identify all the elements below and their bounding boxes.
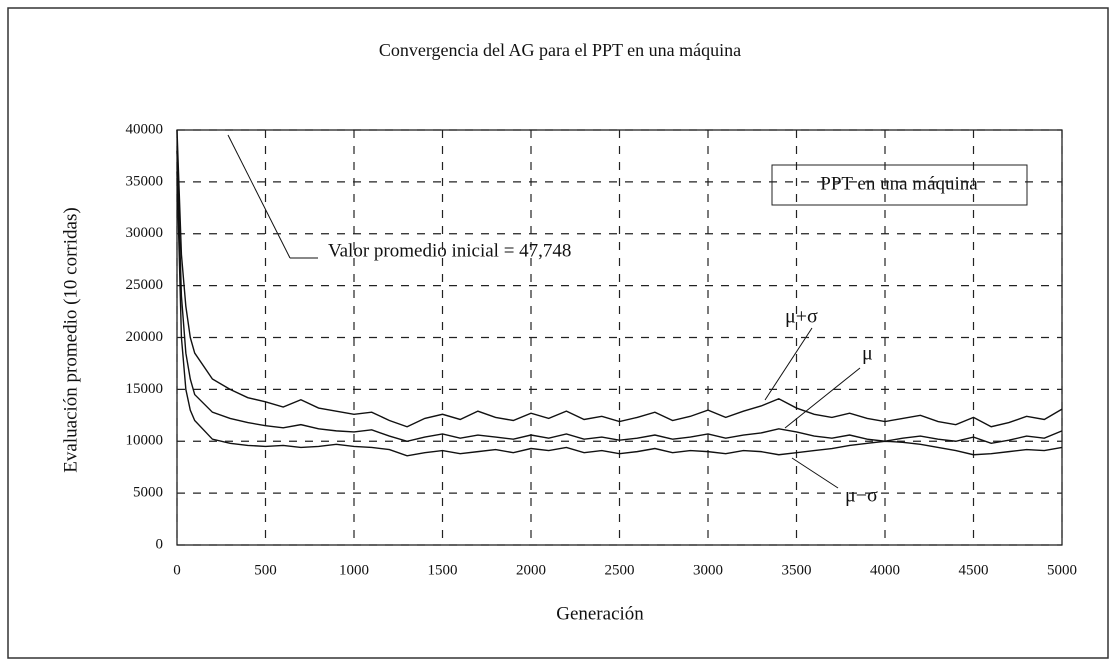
x-tick-label: 1500 — [428, 562, 458, 578]
y-tick-label: 15000 — [126, 381, 164, 397]
series-label: μ — [862, 343, 873, 365]
x-tick-label: 4000 — [870, 562, 900, 578]
x-tick-label: 2500 — [605, 562, 635, 578]
series-line — [176, 171, 1063, 457]
arrow — [784, 367, 861, 429]
y-tick-label: 5000 — [133, 485, 163, 501]
y-tick-label: 35000 — [126, 173, 164, 189]
x-tick-label: 3000 — [693, 562, 723, 578]
frame — [7, 7, 1109, 659]
legend-text: PPT en una máquina — [820, 173, 978, 194]
x-tick-label: 2000 — [516, 562, 546, 578]
series-label: μ−σ — [845, 485, 878, 507]
y-tick-label: 40000 — [126, 121, 164, 137]
x-axis-label: Generación — [556, 603, 644, 624]
legend-box — [771, 164, 1028, 206]
annotation: Valor promedio inicial = 47,748 — [328, 240, 571, 261]
annotation-line — [227, 134, 291, 259]
series-label: μ+σ — [785, 306, 818, 328]
x-tick-label: 3500 — [782, 562, 812, 578]
series-line — [176, 129, 1063, 428]
series-line — [176, 150, 1063, 445]
arrow — [764, 327, 813, 401]
x-tick-label: 1000 — [339, 562, 369, 578]
chart-title: Convergencia del AG para el PPT en una m… — [379, 40, 741, 60]
y-tick-label: 20000 — [126, 329, 164, 345]
x-tick-label: 0 — [173, 562, 181, 578]
y-tick-label: 30000 — [126, 225, 164, 241]
y-tick-label: 10000 — [126, 433, 164, 449]
y-tick-label: 25000 — [126, 277, 164, 293]
x-tick-label: 500 — [254, 562, 277, 578]
y-tick-label: 0 — [156, 536, 164, 552]
arrow — [791, 457, 839, 489]
x-tick-label: 4500 — [959, 562, 989, 578]
x-tick-label: 5000 — [1047, 562, 1077, 578]
y-axis-label: Evaluación promedio (10 corridas) — [60, 207, 81, 472]
